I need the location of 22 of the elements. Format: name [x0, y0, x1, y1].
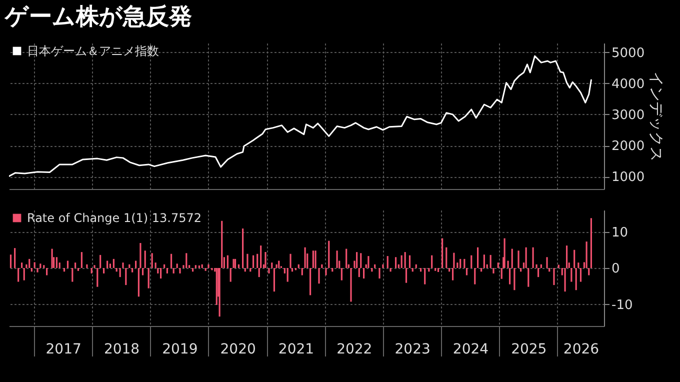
x-tick-label: 2020	[220, 342, 256, 358]
x-tick-label: 2023	[394, 342, 430, 358]
x-tick-label: 2022	[336, 342, 372, 358]
x-tick-label: 2018	[104, 342, 140, 358]
legend-label: 日本ゲーム＆アニメ指数	[27, 44, 159, 58]
y-tick-label: 2000	[612, 139, 645, 154]
x-tick-label: 2017	[46, 342, 82, 358]
y-tick-label: 3000	[612, 108, 645, 123]
chart-title: ゲーム株が急反発	[4, 4, 192, 30]
y-tick-label: 10	[612, 225, 628, 240]
x-tick-label: 2024	[452, 342, 489, 358]
y-tick-label: 0	[612, 262, 620, 276]
y-tick-label: 5000	[612, 46, 645, 61]
y-tick-label: 4000	[612, 76, 645, 92]
legend-label: Rate of Change 1(1) 13.7572	[27, 211, 202, 225]
x-tick-label: 2019	[162, 342, 198, 358]
x-tick-label: 2026	[563, 342, 600, 358]
y-tick-label: 1000	[612, 170, 645, 186]
y-axis-title: インデックス	[648, 72, 666, 162]
x-tick-label: 2025	[511, 342, 547, 358]
x-tick-label: 2021	[278, 342, 314, 358]
y-tick-label: -10	[612, 298, 633, 313]
